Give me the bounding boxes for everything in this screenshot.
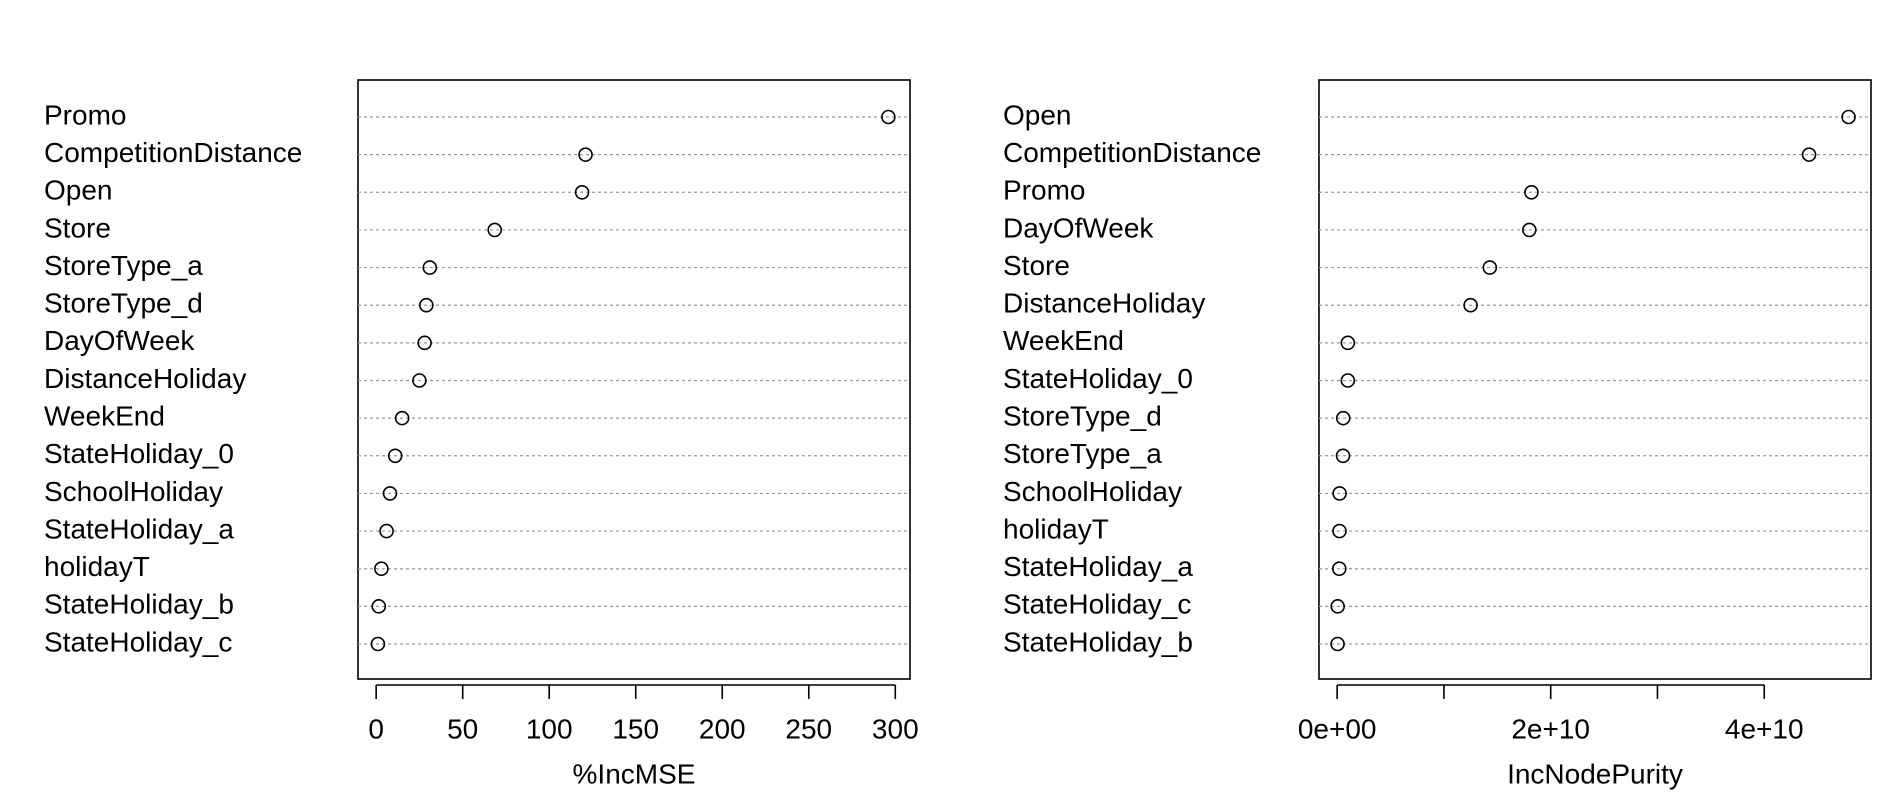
x-tick-label: 200	[699, 713, 746, 744]
category-label: StateHoliday_a	[1003, 551, 1193, 582]
category-label: StateHoliday_b	[44, 589, 234, 620]
category-label: SchoolHoliday	[1003, 476, 1182, 507]
plot-frame	[1318, 79, 1872, 680]
category-label: StoreType_d	[44, 288, 203, 319]
dot	[370, 636, 386, 652]
dot	[379, 523, 394, 539]
x-tick-label: 100	[526, 713, 573, 744]
dot	[1340, 373, 1356, 388]
dot	[422, 260, 438, 275]
x-axis-title: %IncMSE	[573, 758, 696, 789]
dot	[1332, 523, 1347, 539]
dot	[1524, 184, 1539, 200]
category-label: StateHoliday_c	[1003, 589, 1191, 620]
category-label: Store	[44, 212, 111, 243]
dot	[881, 109, 896, 125]
category-label: DistanceHoliday	[44, 363, 246, 394]
dot	[1801, 147, 1817, 162]
dot	[371, 599, 387, 614]
category-label: StoreType_a	[44, 250, 203, 281]
category-label: WeekEnd	[1003, 325, 1124, 356]
dot	[394, 410, 410, 426]
dot	[1340, 335, 1356, 351]
dot	[1335, 410, 1351, 426]
x-tick-label: 0e+00	[1298, 713, 1377, 744]
dot	[1330, 599, 1345, 614]
x-tick-label: 300	[872, 713, 919, 744]
category-label: Open	[44, 175, 113, 206]
dot	[387, 448, 403, 464]
category-label: StateHoliday_a	[44, 513, 234, 544]
dot	[578, 147, 593, 162]
dot	[1331, 561, 1347, 577]
x-tick-label: 150	[612, 713, 659, 744]
dot	[574, 184, 590, 200]
category-label: DayOfWeek	[44, 325, 195, 356]
dot	[1330, 636, 1345, 652]
x-tick-label: 0	[368, 713, 384, 744]
category-label: SchoolHoliday	[44, 476, 223, 507]
category-label: StoreType_d	[1003, 401, 1162, 432]
dot	[374, 561, 389, 577]
category-label: Store	[1003, 250, 1070, 281]
dot	[1335, 448, 1351, 464]
dot	[417, 335, 432, 351]
category-label: WeekEnd	[44, 401, 165, 432]
dot	[419, 297, 434, 313]
category-label: StateHoliday_0	[44, 438, 234, 469]
dot	[1841, 109, 1856, 125]
category-label: Promo	[1003, 175, 1085, 206]
category-label: holidayT	[44, 551, 150, 582]
category-label: StoreType_a	[1003, 438, 1162, 469]
category-label: CompetitionDistance	[44, 137, 302, 168]
dot	[1332, 486, 1347, 501]
x-axis-title: IncNodePurity	[1507, 758, 1683, 789]
x-tick-label: 250	[785, 713, 832, 744]
category-label: holidayT	[1003, 513, 1109, 544]
category-label: StateHoliday_b	[1003, 626, 1193, 657]
dot	[1522, 222, 1537, 238]
category-label: Open	[1003, 99, 1072, 130]
dot	[1482, 260, 1498, 275]
category-label: StateHoliday_c	[44, 626, 232, 657]
category-label: DistanceHoliday	[1003, 288, 1205, 319]
x-tick-label: 2e+10	[1511, 713, 1590, 744]
plot-frame	[357, 79, 911, 680]
x-tick-label: 4e+10	[1725, 713, 1804, 744]
category-label: StateHoliday_0	[1003, 363, 1193, 394]
dot	[487, 222, 503, 238]
dot	[1463, 297, 1478, 313]
category-label: DayOfWeek	[1003, 212, 1154, 243]
category-label: Promo	[44, 99, 126, 130]
x-tick-label: 50	[447, 713, 478, 744]
category-label: CompetitionDistance	[1003, 137, 1261, 168]
dot	[412, 373, 427, 388]
dot	[382, 486, 398, 501]
